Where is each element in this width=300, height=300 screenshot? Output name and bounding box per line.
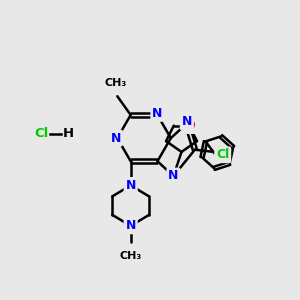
Text: N: N	[125, 179, 136, 192]
Text: N: N	[152, 107, 163, 120]
Text: Cl: Cl	[216, 148, 229, 161]
Text: CH₃: CH₃	[120, 250, 142, 261]
Text: Cl: Cl	[34, 127, 49, 140]
Text: N: N	[168, 169, 179, 182]
Text: O: O	[184, 119, 194, 132]
Text: N: N	[125, 219, 136, 232]
Text: H: H	[63, 127, 74, 140]
Text: N: N	[111, 132, 121, 145]
Text: CH₃: CH₃	[105, 78, 127, 88]
Text: N: N	[182, 116, 192, 128]
